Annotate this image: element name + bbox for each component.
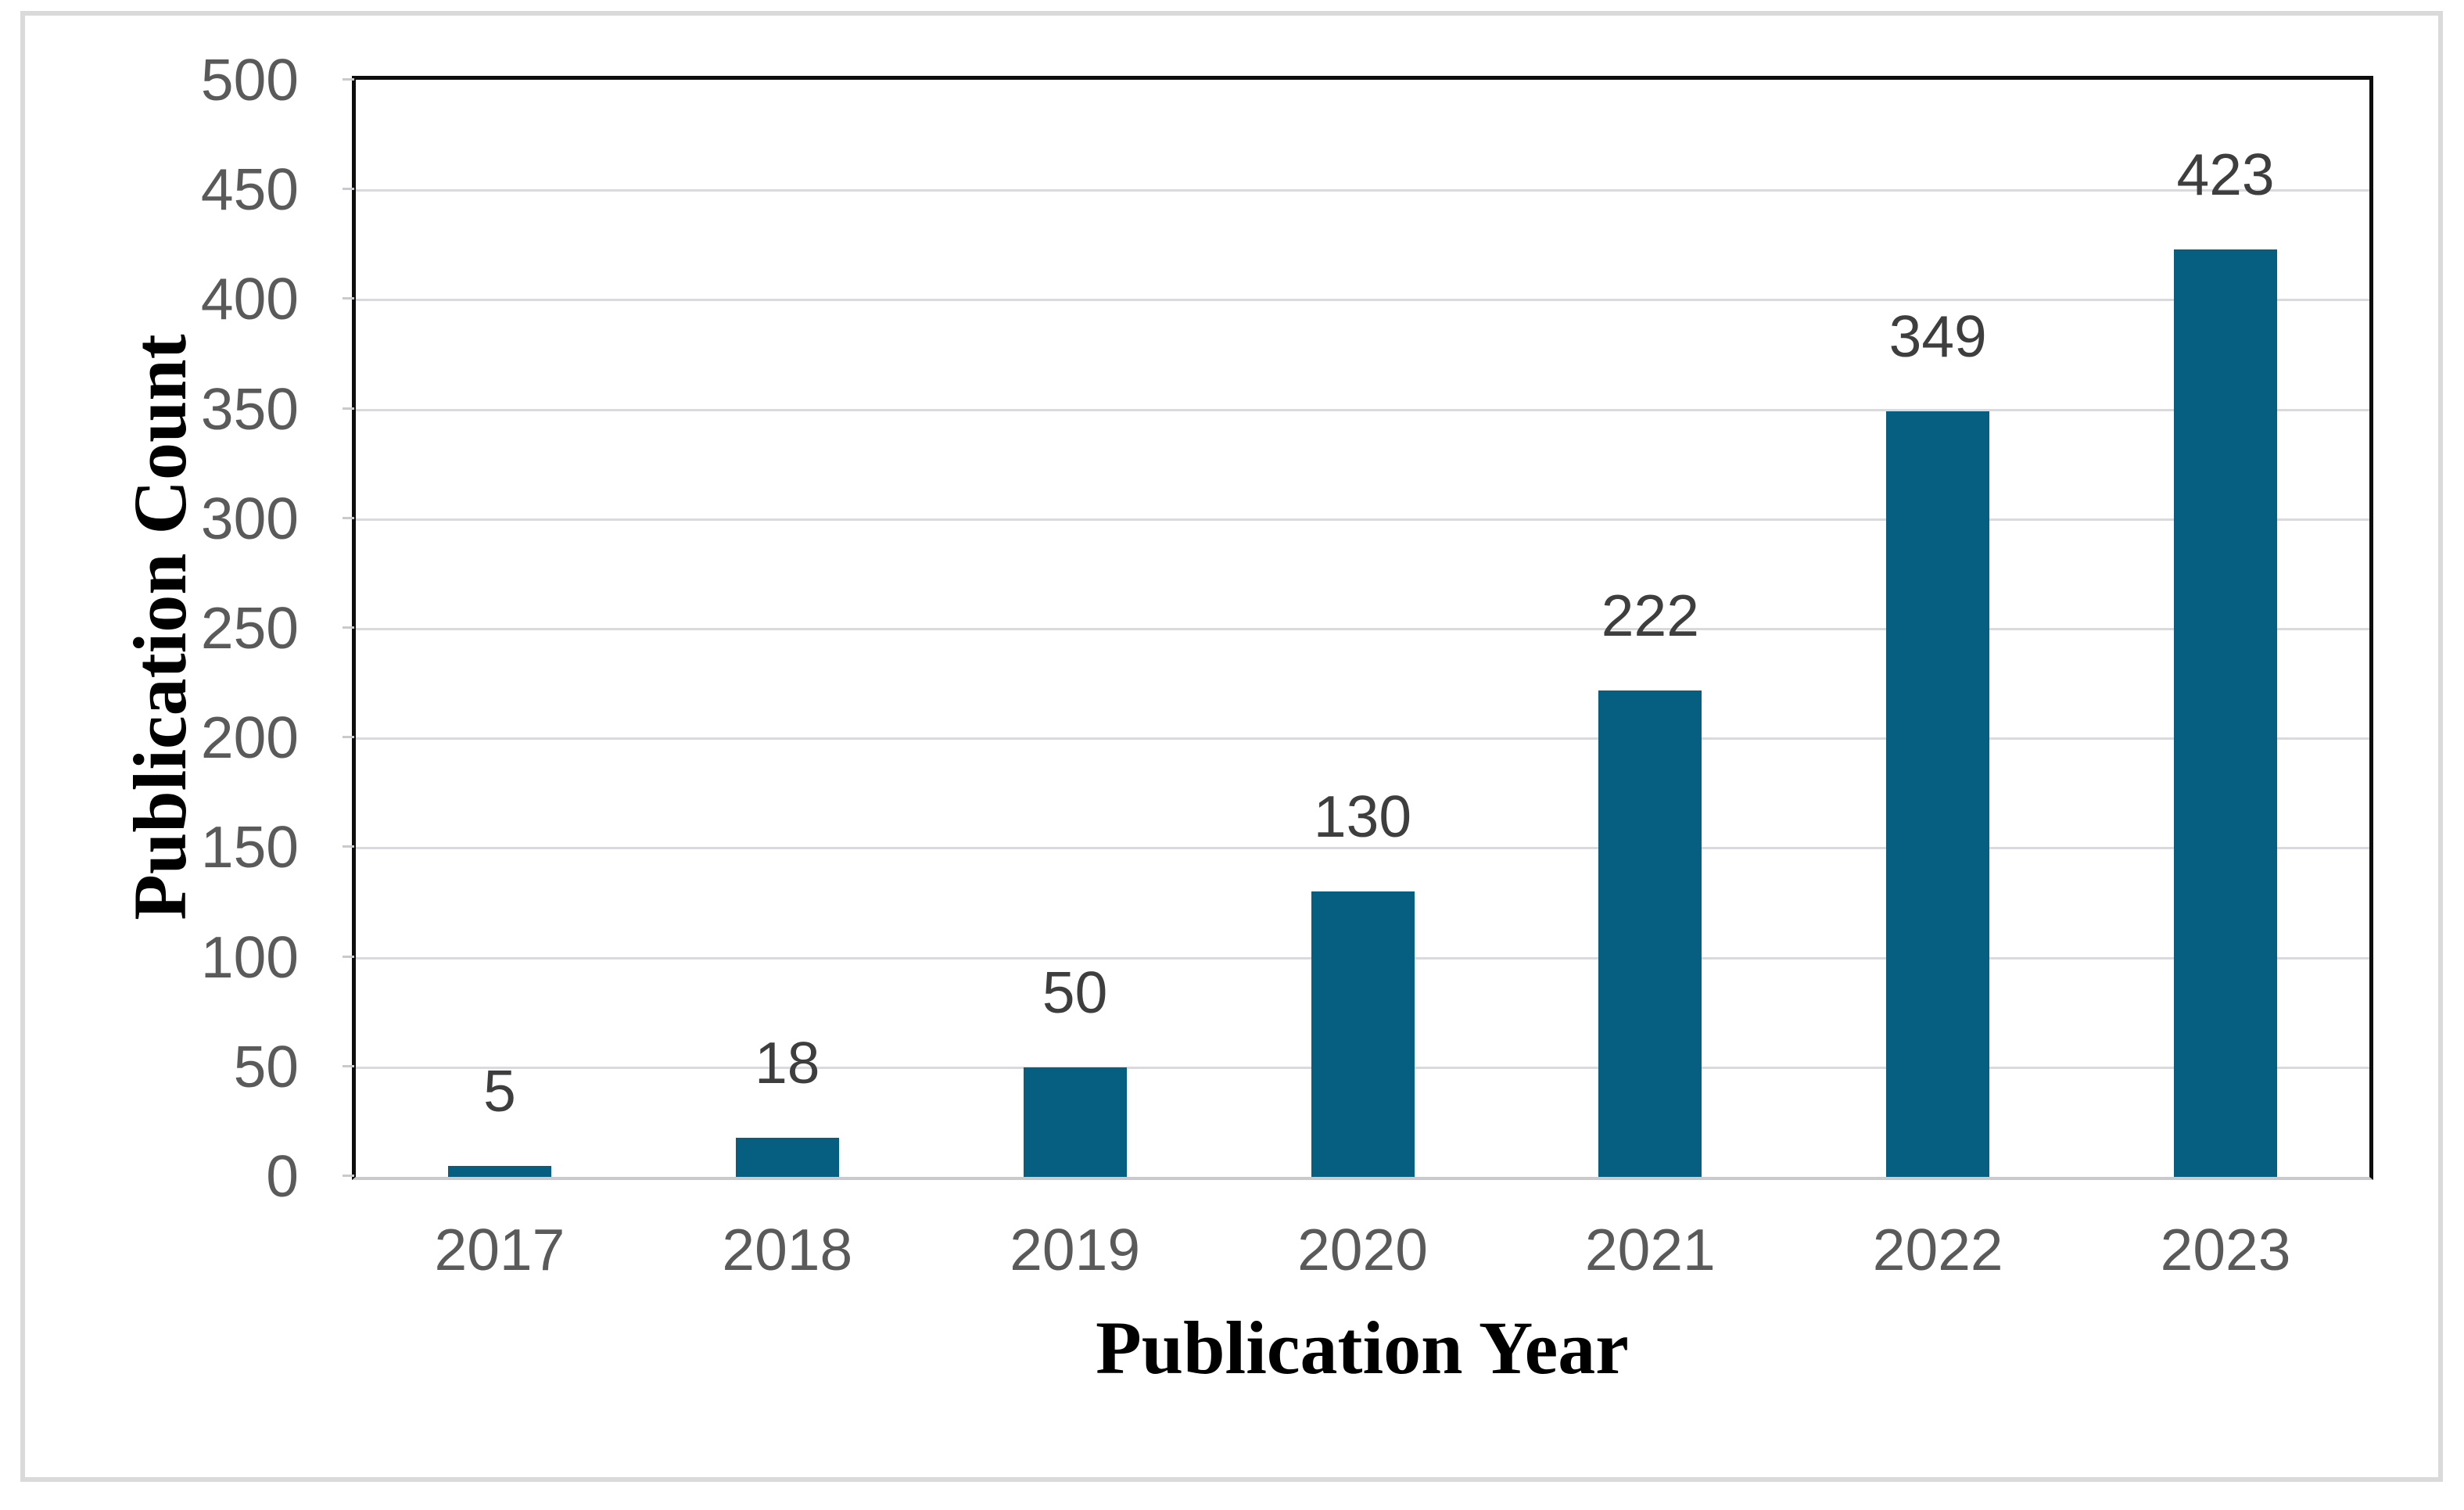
y-tick-label-300: 300 <box>200 485 299 551</box>
y-tick-mark-50 <box>343 1064 354 1067</box>
y-tick-label-100: 100 <box>200 924 299 990</box>
y-tick-label-50: 50 <box>233 1033 299 1099</box>
y-tick-mark-100 <box>343 955 354 958</box>
bar-2018 <box>735 1137 839 1177</box>
y-tick-mark-200 <box>343 736 354 739</box>
y-tick-label-200: 200 <box>200 705 299 771</box>
bar-value-label-2020: 130 <box>1313 784 1412 850</box>
bar-value-label-2021: 222 <box>1601 582 1699 648</box>
bar-2017 <box>447 1165 551 1177</box>
y-tick-label-500: 500 <box>200 47 299 113</box>
x-tick-label-2017: 2017 <box>434 1217 565 1282</box>
bar-value-label-2023: 423 <box>2176 141 2275 207</box>
bar-value-label-2019: 50 <box>1042 959 1108 1025</box>
gridline-200 <box>356 737 2369 741</box>
bar-2020 <box>1311 891 1415 1177</box>
x-tick-label-2023: 2023 <box>2160 1217 2291 1282</box>
y-tick-label-350: 350 <box>200 375 299 442</box>
x-tick-label-2021: 2021 <box>1584 1217 1716 1282</box>
y-tick-mark-0 <box>343 1175 354 1177</box>
gridline-300 <box>356 518 2369 521</box>
y-tick-label-250: 250 <box>200 595 299 661</box>
bar-value-label-2022: 349 <box>1888 303 1987 370</box>
bar-value-label-2017: 5 <box>483 1057 516 1124</box>
gridline-400 <box>356 299 2369 302</box>
bar-value-label-2018: 18 <box>755 1029 820 1096</box>
y-tick-mark-500 <box>343 78 354 81</box>
plot-area: 5 18 50 130 222 349 423 <box>352 76 2373 1180</box>
y-tick-mark-400 <box>343 297 354 300</box>
y-tick-mark-150 <box>343 845 354 848</box>
bar-2023 <box>2174 249 2278 1177</box>
gridline-250 <box>356 628 2369 630</box>
y-tick-label-400: 400 <box>200 266 299 332</box>
bar-2019 <box>1023 1067 1127 1177</box>
y-axis-title: Publication Count <box>118 334 202 920</box>
bar-2021 <box>1598 690 1702 1177</box>
gridline-450 <box>356 189 2369 192</box>
y-tick-mark-450 <box>343 188 354 191</box>
y-tick-label-0: 0 <box>266 1143 299 1209</box>
y-tick-mark-300 <box>343 516 354 519</box>
gridline-350 <box>356 408 2369 411</box>
gridline-150 <box>356 847 2369 850</box>
y-tick-label-150: 150 <box>200 814 299 881</box>
bar-2022 <box>1886 411 1990 1177</box>
y-tick-mark-350 <box>343 407 354 410</box>
x-tick-label-2020: 2020 <box>1297 1217 1428 1282</box>
x-tick-label-2019: 2019 <box>1010 1217 1141 1282</box>
x-tick-label-2022: 2022 <box>1872 1217 2003 1282</box>
y-tick-mark-250 <box>343 626 354 629</box>
y-tick-label-450: 450 <box>200 156 299 223</box>
x-axis-title: Publication Year <box>1096 1306 1629 1390</box>
x-tick-label-2018: 2018 <box>722 1217 853 1282</box>
